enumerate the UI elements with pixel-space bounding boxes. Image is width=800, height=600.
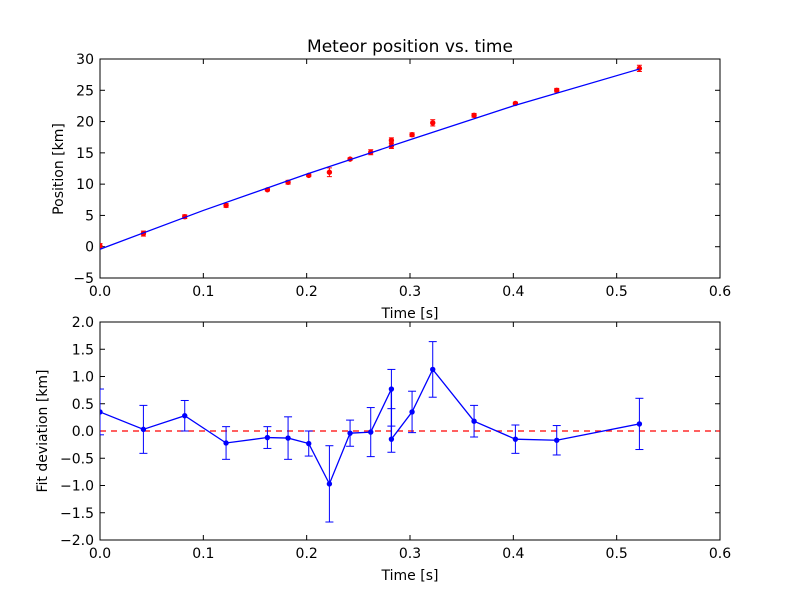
x-tick-label: 0.6 bbox=[709, 546, 731, 562]
data-point bbox=[554, 437, 560, 443]
position-panel: Meteor position vs. time 0.0 0.1 0.2 0.3 0.4… bbox=[51, 37, 731, 322]
x-tick-label: 0.4 bbox=[502, 546, 524, 562]
data-point bbox=[100, 409, 103, 415]
x-tick-label: 0.4 bbox=[502, 284, 524, 300]
y-tick-label: 0.5 bbox=[72, 397, 94, 413]
data-point bbox=[285, 435, 291, 441]
data-point bbox=[512, 436, 519, 442]
data-point bbox=[554, 87, 560, 93]
data-point bbox=[430, 366, 436, 373]
x-tick-label: 0.2 bbox=[296, 546, 318, 562]
deviation-line bbox=[100, 368, 640, 486]
plot-marks bbox=[100, 341, 644, 523]
data-point bbox=[223, 202, 229, 209]
data-point bbox=[471, 112, 477, 119]
x-tick-label: 0.2 bbox=[296, 284, 318, 300]
data-point bbox=[368, 429, 374, 435]
x-axis-label: Time [s] bbox=[381, 568, 439, 584]
y-tick-label: 20 bbox=[76, 115, 94, 131]
y-tick-label: −0.5 bbox=[60, 451, 94, 467]
x-tick-label: 0.0 bbox=[89, 284, 111, 300]
data-point bbox=[388, 386, 395, 392]
fit-line bbox=[100, 68, 640, 250]
chart-title: Meteor position vs. time bbox=[307, 37, 513, 57]
data-point bbox=[388, 137, 395, 144]
y-tick-label: −2.0 bbox=[60, 533, 94, 549]
x-tick-label: 0.6 bbox=[709, 284, 731, 300]
y-axis-label: Position [km] bbox=[51, 123, 67, 215]
deviation-plot-area: 0.0 0.1 0.2 0.3 0.4 0.5 0.6 −2.0 −1.5 −1.0 −0.5 0.0… bbox=[60, 315, 731, 562]
y-tick-label: 2.0 bbox=[72, 315, 94, 331]
x-tick-label: 0.5 bbox=[606, 284, 628, 300]
y-tick-label: 1.5 bbox=[72, 342, 94, 358]
data-point bbox=[182, 413, 188, 419]
data-point bbox=[326, 481, 333, 487]
data-point bbox=[306, 440, 312, 447]
data-point bbox=[409, 132, 415, 138]
axes-frame bbox=[99, 58, 721, 279]
data-point bbox=[100, 243, 103, 249]
y-tick-label: −1.5 bbox=[60, 506, 94, 522]
data-point bbox=[388, 436, 395, 442]
plot-marks bbox=[100, 64, 643, 250]
data-point bbox=[430, 120, 436, 126]
data-point bbox=[223, 440, 229, 446]
y-tick-label: 0 bbox=[85, 240, 94, 256]
data-point bbox=[140, 426, 147, 433]
y-tick-label: 25 bbox=[76, 83, 94, 99]
data-point bbox=[264, 434, 271, 441]
y-tick-label: 5 bbox=[85, 208, 94, 224]
x-tick-label: 0.1 bbox=[192, 546, 214, 562]
deviation-panel: 0.0 0.1 0.2 0.3 0.4 0.5 0.6 −2.0 −1.5 −1.0 −0.5 0.0… bbox=[35, 315, 731, 584]
x-tick-label: 0.3 bbox=[399, 284, 421, 300]
data-point bbox=[347, 430, 353, 436]
data-point bbox=[326, 169, 333, 175]
y-tick-label: 15 bbox=[76, 146, 94, 162]
data-point bbox=[471, 418, 477, 424]
data-point bbox=[409, 409, 415, 415]
x-tick-label: 0.0 bbox=[89, 546, 111, 562]
y-tick-label: 0.0 bbox=[72, 424, 94, 440]
y-tick-label: 10 bbox=[76, 177, 94, 193]
y-axis-label: Fit deviation [km] bbox=[35, 369, 51, 492]
data-point bbox=[636, 421, 643, 427]
y-tick-label: 30 bbox=[76, 52, 94, 68]
x-tick-label: 0.3 bbox=[399, 546, 421, 562]
position-plot-area: 0.0 0.1 0.2 0.3 0.4 0.5 0.6 −5 0 5 10 15 20 25 30 bbox=[73, 52, 731, 300]
x-axis-label: Time [s] bbox=[381, 306, 439, 322]
x-tick-label: 0.1 bbox=[192, 284, 214, 300]
x-tick-label: 0.5 bbox=[606, 546, 628, 562]
y-tick-label: −5 bbox=[73, 271, 94, 287]
y-tick-label: −1.0 bbox=[60, 479, 94, 495]
y-tick-label: 1.0 bbox=[72, 370, 94, 386]
